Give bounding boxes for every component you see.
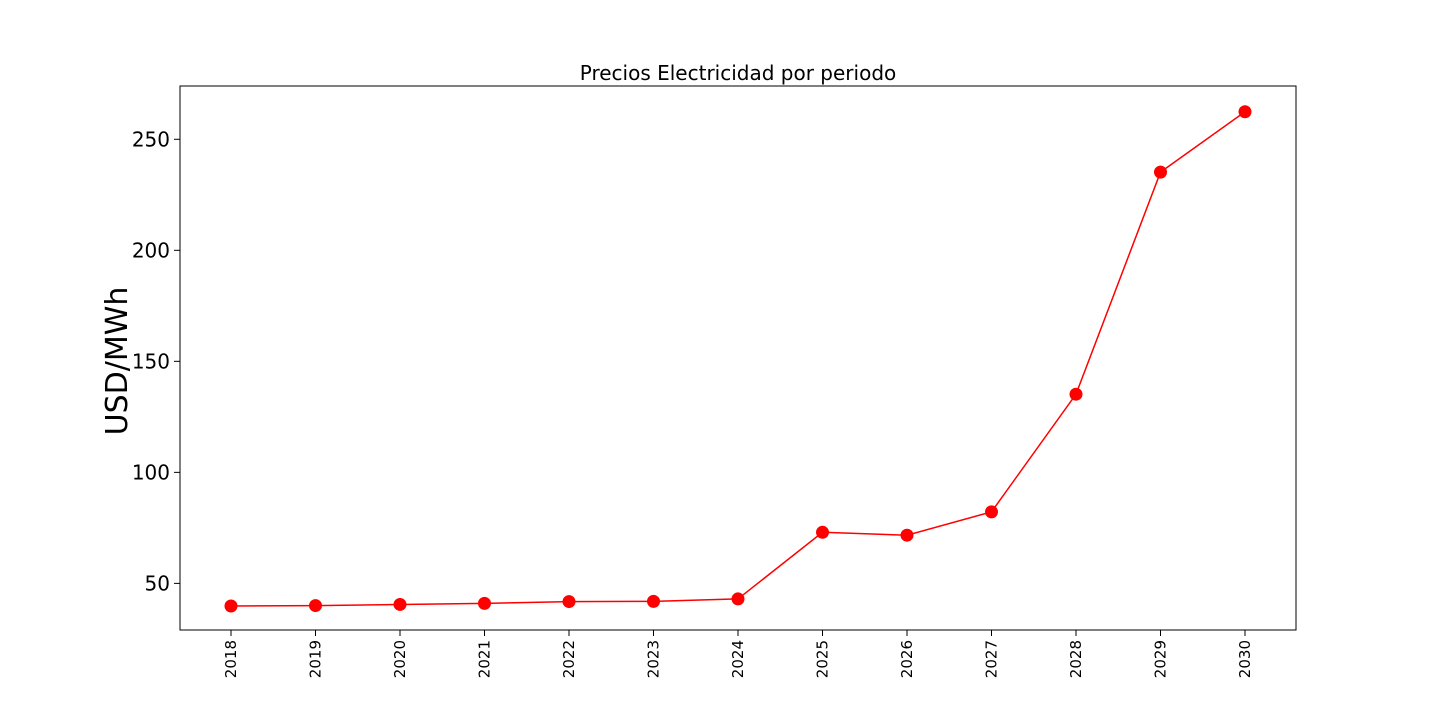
- data-point: [309, 599, 322, 613]
- y-tick-label: 50: [145, 571, 170, 595]
- x-tick-label: 2018: [222, 640, 240, 678]
- x-tick-label: 2022: [560, 640, 578, 678]
- x-tick-label: 2023: [645, 640, 663, 678]
- x-tick-label: 2024: [729, 640, 747, 678]
- x-tick-label: 2020: [391, 640, 409, 678]
- data-point: [1069, 387, 1083, 401]
- data-point: [562, 595, 576, 609]
- data-point: [816, 525, 829, 539]
- y-axis-label: USD/MWh: [100, 287, 135, 436]
- data-point: [393, 597, 407, 611]
- x-tick-label: 2019: [307, 640, 325, 678]
- series-layer: [224, 105, 1252, 613]
- y-tick-label: 200: [132, 238, 170, 262]
- x-axis-ticks: 2018 2019 2020 2021 2022 2023 2024 2025 2026 2027…: [222, 630, 1254, 678]
- y-tick-label: 250: [132, 127, 170, 151]
- data-point: [1238, 105, 1252, 119]
- data-point: [224, 599, 238, 613]
- x-tick-label: 2027: [983, 640, 1001, 678]
- chart-title: Precios Electricidad por periodo: [580, 61, 897, 85]
- data-point: [478, 596, 491, 610]
- x-tick-label: 2030: [1236, 640, 1254, 678]
- y-tick-label: 100: [132, 460, 170, 484]
- data-point: [985, 505, 998, 519]
- x-tick-label: 2021: [476, 640, 494, 678]
- y-tick-label: 150: [132, 349, 170, 373]
- data-point: [1154, 165, 1167, 179]
- x-tick-label: 2028: [1067, 640, 1085, 678]
- x-tick-label: 2029: [1152, 640, 1170, 678]
- data-point: [900, 528, 914, 542]
- data-point: [647, 594, 660, 608]
- y-axis-ticks: 50 100 150 200 250: [132, 127, 180, 595]
- plot-frame: [179, 85, 1297, 631]
- data-point: [731, 592, 745, 606]
- series-line: [230, 111, 1246, 607]
- x-tick-label: 2025: [814, 640, 832, 678]
- x-tick-label: 2026: [898, 640, 916, 678]
